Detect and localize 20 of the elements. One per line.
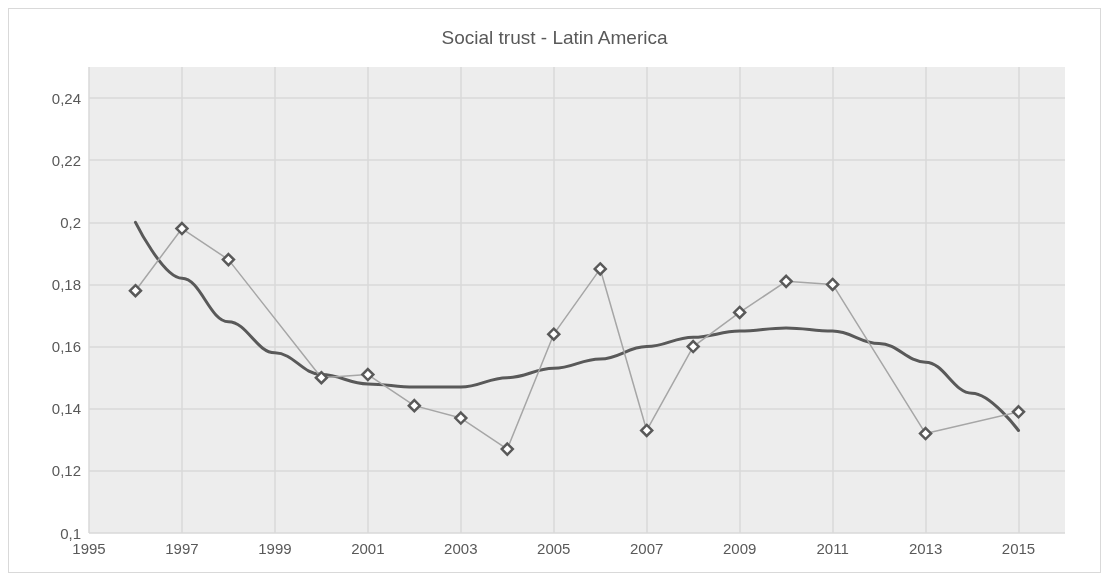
- y-tick-label: 0,1: [60, 524, 81, 542]
- y-tick-label: 0,2: [60, 213, 81, 231]
- x-tick-label: 2003: [444, 540, 478, 557]
- x-tick-label: 2013: [908, 540, 943, 557]
- chart-title: Social trust - Latin America: [441, 27, 668, 48]
- x-tick-label: 2011: [816, 540, 849, 557]
- y-tick-label: 0,12: [51, 462, 81, 480]
- x-tick-label: 2015: [1001, 540, 1036, 557]
- x-tick-label: 2001: [351, 540, 385, 557]
- x-tick-label: 2005: [537, 540, 571, 557]
- y-tick-label: 0,16: [51, 338, 81, 356]
- x-tick-label: 1995: [72, 540, 106, 557]
- y-tick-label: 0,24: [51, 89, 81, 107]
- x-tick-label: 1997: [165, 540, 199, 557]
- y-tick-label: 0,22: [51, 151, 81, 169]
- y-tick-label: 0,14: [51, 400, 81, 418]
- x-tick-label: 1999: [258, 540, 292, 557]
- x-tick-label: 2007: [630, 540, 664, 557]
- y-tick-label: 0,18: [51, 275, 81, 293]
- x-tick-label: 2009: [722, 540, 757, 557]
